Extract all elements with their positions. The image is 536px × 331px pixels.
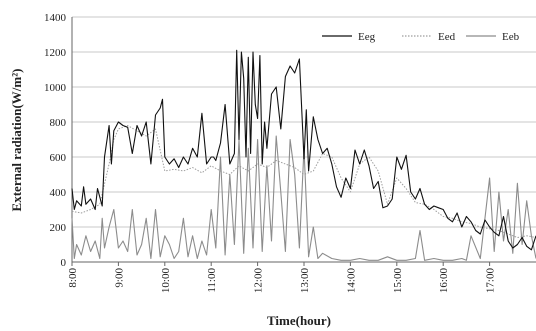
x-tick-label: 8:00 xyxy=(67,268,79,288)
series-line-eeb xyxy=(71,135,536,261)
y-tick-label: 0 xyxy=(61,257,67,269)
legend-label-eeg: Eeg xyxy=(358,31,376,43)
y-tick-label: 800 xyxy=(50,117,67,129)
x-tick-label: 11:00 xyxy=(206,268,218,293)
series-line-eed xyxy=(71,125,536,238)
legend-label-eed: Eed xyxy=(438,31,456,43)
x-tick-label: 15:00 xyxy=(392,268,404,294)
x-tick-label: 10:00 xyxy=(160,268,172,294)
y-tick-label: 600 xyxy=(50,152,67,164)
y-tick-label: 400 xyxy=(50,187,67,199)
y-tick-label: 1400 xyxy=(44,12,67,24)
x-tick-label: 17:00 xyxy=(485,268,497,294)
x-axis-ticks: 8:00 9:00 10:00 11:00 12:00 13:00 14:00 15:00 16… xyxy=(67,262,497,293)
x-tick-label: 13:00 xyxy=(299,268,311,294)
x-axis-label: Time(hour) xyxy=(267,313,331,328)
chart-legend: Eeg Eed Eeb xyxy=(322,31,520,43)
y-axis-ticks: 0 200 400 600 800 1000 1200 1400 xyxy=(44,12,67,269)
x-tick-label: 14:00 xyxy=(345,268,357,294)
legend-label-eeb: Eeb xyxy=(502,31,520,43)
y-tick-label: 200 xyxy=(50,222,67,234)
y-tick-label: 1200 xyxy=(44,47,67,59)
series-line-eeg xyxy=(71,49,536,251)
x-tick-label: 12:00 xyxy=(253,268,265,294)
x-tick-label: 9:00 xyxy=(113,268,125,288)
x-tick-label: 16:00 xyxy=(438,268,450,294)
y-tick-label: 1000 xyxy=(44,82,67,94)
y-axis-label: External radiation(W/m²) xyxy=(9,69,24,212)
chart-grid xyxy=(71,16,536,263)
chart-series xyxy=(71,49,536,261)
